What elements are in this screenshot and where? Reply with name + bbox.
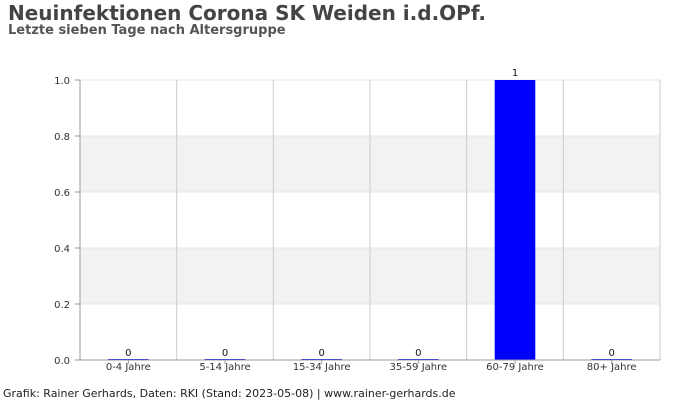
data-label: 0 (415, 348, 421, 359)
x-tick-label: 15-34 Jahre (293, 362, 351, 373)
x-tick-label: 0-4 Jahre (106, 362, 151, 373)
x-tick-label: 80+ Jahre (587, 362, 637, 373)
y-tick-label: 0.8 (54, 132, 70, 143)
chart-title: Neuinfektionen Corona SK Weiden i.d.OPf. (8, 1, 487, 25)
x-tick-label: 35-59 Jahre (389, 362, 447, 373)
axes (79, 80, 660, 361)
bar-60-79-jahre (494, 80, 536, 360)
chart-subtitle: Letzte sieben Tage nach Altersgruppe (8, 23, 286, 38)
data-label: 0 (608, 348, 614, 359)
y-tick-label: 0.6 (54, 188, 70, 199)
data-labels: 0 0 0 0 1 0 (125, 68, 615, 359)
data-label: 0 (222, 348, 228, 359)
data-label: 0 (318, 348, 324, 359)
y-tick-label: 0.2 (54, 300, 70, 311)
x-axis-ticks: 0-4 Jahre 5-14 Jahre 15-34 Jahre 35-59 Jahr… (106, 360, 637, 373)
x-tick-label: 60-79 Jahre (486, 362, 544, 373)
y-axis-ticks: 0.0 0.2 0.4 0.6 0.8 1.0 (54, 76, 80, 367)
x-tick-label: 5-14 Jahre (199, 362, 250, 373)
data-label: 1 (512, 68, 518, 79)
footer-credit: Grafik: Rainer Gerhards, Daten: RKI (Sta… (3, 387, 456, 400)
data-label: 0 (125, 348, 131, 359)
y-tick-label: 0.4 (54, 244, 70, 255)
y-tick-label: 1.0 (54, 76, 70, 87)
y-tick-label: 0.0 (54, 356, 70, 367)
